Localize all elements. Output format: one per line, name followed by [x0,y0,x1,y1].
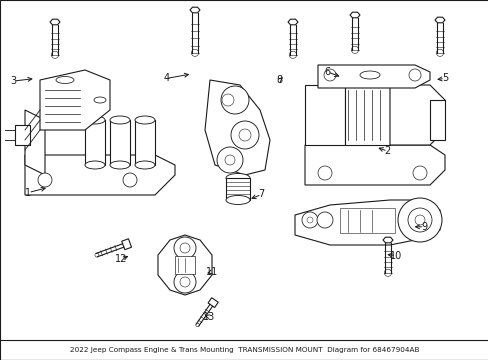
Polygon shape [305,85,345,145]
Circle shape [435,49,443,57]
Polygon shape [207,298,218,307]
Circle shape [191,49,198,57]
Polygon shape [25,110,45,175]
Polygon shape [135,120,155,165]
Ellipse shape [56,77,74,84]
Ellipse shape [110,116,130,124]
Text: 7: 7 [258,189,264,199]
Circle shape [95,253,99,257]
Polygon shape [434,17,444,23]
Text: 2022 Jeep Compass Engine & Trans Mounting  TRANSMISSION MOUNT  Diagram for 68467: 2022 Jeep Compass Engine & Trans Mountin… [70,347,418,353]
Polygon shape [389,85,444,145]
Polygon shape [204,80,269,175]
Circle shape [302,212,317,228]
Ellipse shape [85,161,105,169]
Polygon shape [345,85,389,145]
Polygon shape [349,12,359,18]
Text: 13: 13 [203,312,215,322]
Polygon shape [190,7,200,13]
Circle shape [222,94,234,106]
Text: 1: 1 [25,188,31,198]
Circle shape [412,166,426,180]
Ellipse shape [359,71,379,79]
Circle shape [306,217,312,223]
Bar [339,208,394,233]
Text: 9: 9 [421,222,427,232]
Circle shape [289,51,296,58]
Polygon shape [382,237,392,243]
Ellipse shape [94,97,106,103]
Polygon shape [50,19,60,25]
Circle shape [221,86,248,114]
Ellipse shape [135,116,155,124]
Ellipse shape [225,195,249,204]
Text: 11: 11 [205,267,218,277]
Circle shape [195,323,199,327]
Circle shape [414,215,424,225]
Circle shape [217,147,243,173]
Polygon shape [294,200,439,245]
Circle shape [230,121,259,149]
Polygon shape [15,125,30,145]
Circle shape [316,212,332,228]
Polygon shape [110,120,130,165]
Polygon shape [85,120,105,165]
Circle shape [239,129,250,141]
Circle shape [384,269,391,276]
Circle shape [397,198,441,242]
Text: 4: 4 [163,73,169,84]
Circle shape [51,51,59,58]
Circle shape [38,173,52,187]
Polygon shape [158,235,212,295]
Polygon shape [287,19,297,25]
Circle shape [224,155,235,165]
Text: 10: 10 [389,251,402,261]
Polygon shape [305,145,444,185]
Text: 8: 8 [276,75,282,85]
Text: 2: 2 [384,146,390,156]
Circle shape [324,69,335,81]
Ellipse shape [85,116,105,124]
Polygon shape [122,239,131,250]
Polygon shape [225,178,249,200]
Polygon shape [429,100,444,140]
Circle shape [351,46,358,53]
Circle shape [408,69,420,81]
Circle shape [174,237,196,259]
Polygon shape [317,65,429,88]
Text: 3: 3 [11,76,17,86]
Text: 12: 12 [115,254,127,264]
Circle shape [407,208,431,232]
Bar [175,256,195,274]
Text: 5: 5 [441,73,447,84]
Polygon shape [40,70,110,130]
Polygon shape [25,155,175,195]
Circle shape [123,173,137,187]
Circle shape [174,271,196,293]
Ellipse shape [110,161,130,169]
Circle shape [180,243,190,253]
Circle shape [317,166,331,180]
Circle shape [180,277,190,287]
Ellipse shape [225,174,249,183]
Ellipse shape [135,161,155,169]
Text: 6: 6 [324,67,330,77]
